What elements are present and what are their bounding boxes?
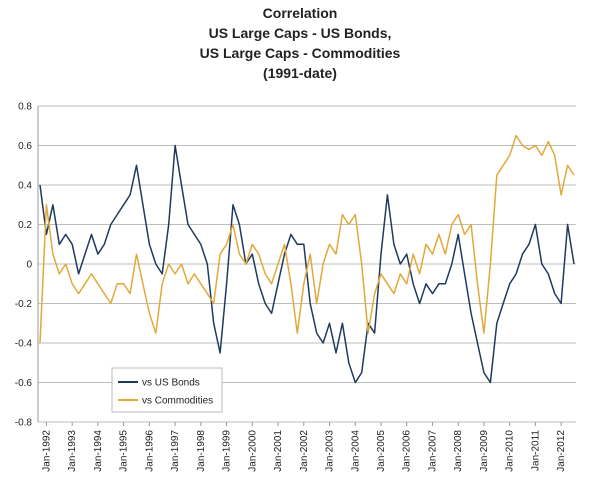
series-line	[39, 134, 575, 344]
x-tick-label: Jan-2009	[479, 430, 490, 472]
x-tick-label: Jan-1994	[93, 430, 104, 472]
x-tick-label: Jan-2012	[556, 430, 567, 472]
y-tick-label: -0.4	[15, 339, 33, 350]
x-tick-label: Jan-1993	[67, 430, 78, 472]
y-tick-label: 0.8	[18, 102, 32, 113]
x-tick-label: Jan-2005	[376, 430, 387, 472]
y-tick-label: 0.2	[18, 220, 32, 231]
x-tick-label: Jan-2000	[247, 430, 258, 472]
x-tick-label: Jan-1996	[144, 430, 155, 472]
x-tick-label: Jan-2003	[325, 430, 336, 472]
x-tick-label: Jan-2004	[350, 430, 361, 472]
chart-title: (1991-date)	[263, 65, 337, 81]
x-tick-label: Jan-2008	[453, 430, 464, 472]
y-tick-label: -0.8	[15, 418, 33, 429]
y-tick-label: -0.6	[15, 378, 33, 389]
legend-box	[111, 367, 223, 413]
y-tick-label: -0.2	[15, 299, 33, 310]
x-tick-label: Jan-1997	[170, 430, 181, 472]
chart-title: US Large Caps - Commodities	[200, 45, 401, 61]
x-tick-label: Jan-2011	[530, 430, 541, 471]
y-tick-label: 0.4	[18, 181, 32, 192]
series-line	[39, 144, 575, 384]
x-tick-label: Jan-2010	[505, 430, 516, 472]
x-tick-label: Jan-1995	[119, 430, 130, 472]
x-tick-label: Jan-2007	[427, 430, 438, 472]
x-tick-label: Jan-1998	[196, 430, 207, 472]
chart-title: US Large Caps - US Bonds,	[209, 25, 392, 41]
x-tick-label: Jan-2002	[299, 430, 310, 472]
y-tick-label: 0	[26, 260, 32, 271]
legend-label: vs US Bonds	[142, 378, 200, 389]
chart-title: Correlation	[263, 5, 338, 21]
x-tick-label: Jan-1992	[41, 430, 52, 472]
legend-label: vs Commodities	[142, 396, 213, 407]
x-tick-label: Jan-2001	[273, 430, 284, 472]
x-tick-label: Jan-2006	[402, 430, 413, 472]
x-tick-label: Jan-1999	[222, 430, 233, 472]
y-tick-label: 0.6	[18, 141, 32, 152]
